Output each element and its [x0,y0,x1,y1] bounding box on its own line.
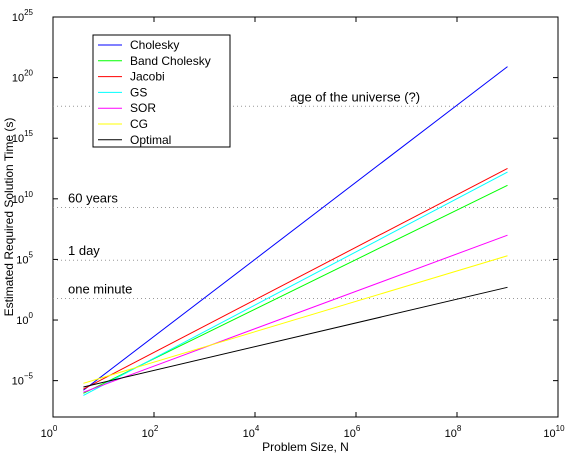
tick-label: 1025 [12,8,34,24]
tick-label: 104 [243,424,260,440]
reference-labels: age of the universe (?) 60 years 1 day one … [68,89,420,296]
legend-box [92,34,231,148]
series-line [83,66,508,391]
tick-label: 108 [445,424,462,440]
tick-label: 100 [16,311,33,327]
axis-ticks: 100 102 104 106 108 1010 10−5 100 105 1010 1015 102… [12,8,565,440]
y-axis-label: Estimated Required Solution Time (s) [2,118,16,317]
tick-label: 1015 [12,129,34,145]
legend-label: Optimal [130,133,171,147]
series-line [83,171,508,396]
legend-label: Cholesky [130,38,179,52]
reference-label: one minute [68,281,132,296]
legend-label: GS [130,85,147,99]
x-axis-label: Problem Size, N [262,440,349,454]
legend-label: SOR [130,101,156,115]
tick-label: 10−5 [12,372,34,388]
series-line [83,286,508,388]
reference-label: 1 day [68,243,100,258]
legend-label: Band Cholesky [130,54,211,68]
reference-label: age of the universe (?) [290,89,420,104]
tick-label: 100 [41,424,58,440]
tick-label: 106 [344,424,361,440]
series-line [83,168,508,390]
tick-label: 1010 [543,424,565,440]
legend-label: Jacobi [130,70,165,84]
tick-label: 1010 [12,190,34,206]
tick-label: 102 [142,424,159,440]
series-lines [83,66,508,396]
tick-label: 1020 [12,69,34,85]
series-line [83,234,508,393]
legend-label: CG [130,117,148,131]
series-line [83,255,508,384]
tick-label: 105 [16,250,33,266]
reference-label: 60 years [68,191,118,206]
